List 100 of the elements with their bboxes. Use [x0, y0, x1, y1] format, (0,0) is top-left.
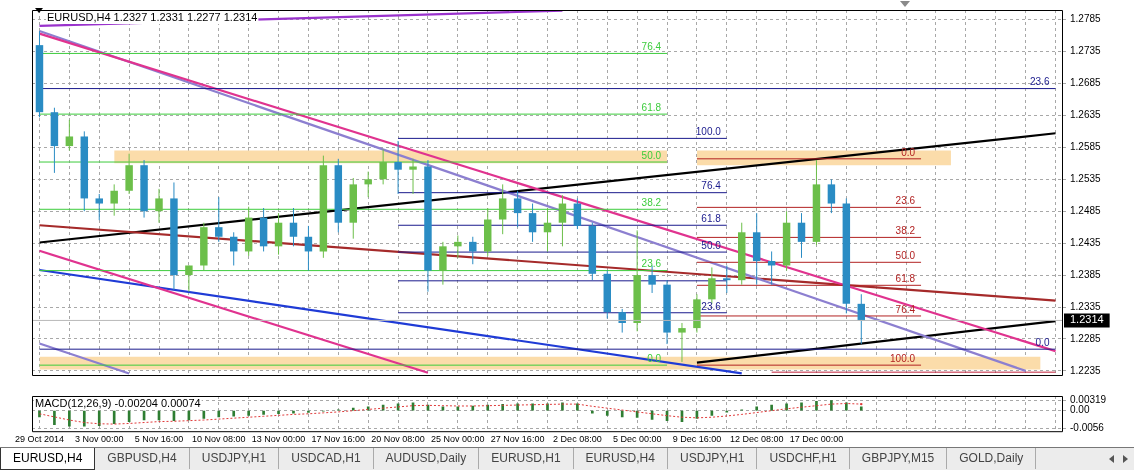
candlestick	[528, 203, 537, 243]
x-tick-label: 27 Nov 16:00	[490, 434, 545, 445]
bar	[82, 410, 86, 427]
series-label: 23.6	[701, 300, 722, 312]
series-label: 38.2	[895, 225, 916, 237]
text: USDJPY,H1	[667, 448, 758, 469]
x-tick-label: 29 Oct 2014	[14, 434, 64, 445]
y-tick-label: 1.2485	[1070, 204, 1102, 216]
candlestick	[573, 197, 582, 230]
candlestick	[274, 212, 283, 256]
y-tick-label: 0.00	[1070, 404, 1090, 416]
series-label: 50.0	[641, 149, 662, 161]
candlestick	[65, 119, 74, 152]
candlestick	[379, 148, 387, 185]
candlestick	[678, 322, 686, 363]
x-tick-label: 25 Nov 00:00	[431, 434, 485, 445]
y-tick-label: 1.2285	[1070, 332, 1102, 344]
candlestick	[155, 188, 163, 224]
x-tick-label: 5 Nov 16:00	[134, 434, 184, 445]
candlestick	[454, 234, 462, 259]
bar	[531, 403, 534, 411]
series-label: 76.4	[641, 41, 662, 53]
series-label: 0.0	[1035, 336, 1050, 348]
series-label: 61.8	[701, 213, 722, 225]
candlestick	[498, 183, 507, 235]
bar	[576, 403, 579, 411]
text: GBPUSD,H4	[95, 448, 190, 469]
y-tick-label: 1.2235	[1070, 364, 1102, 376]
candlestick	[558, 194, 567, 247]
candlestick	[827, 178, 836, 214]
bar	[217, 410, 221, 418]
series-label: 76.4	[701, 180, 722, 192]
text: EURUSD,H4	[573, 448, 668, 469]
bar	[112, 410, 116, 425]
series-label: 23.6	[641, 258, 662, 270]
text: GBPJPY,M15	[849, 448, 948, 469]
bar	[845, 402, 848, 411]
candlestick	[648, 265, 656, 294]
bar	[232, 410, 236, 417]
candlestick	[513, 190, 522, 228]
series-label: 61.8	[895, 273, 916, 285]
bar	[800, 402, 803, 411]
candlestick	[110, 183, 118, 217]
series-label: 0.0	[901, 146, 916, 158]
candlestick	[469, 236, 477, 265]
bar	[307, 410, 310, 413]
ref-line-label: 1.2314	[1070, 313, 1104, 326]
series-label: 100.0	[890, 352, 916, 364]
text: USDCHF,H1	[757, 448, 850, 469]
text: GOLD,Daily	[947, 448, 1037, 469]
bar	[830, 400, 833, 411]
candlestick	[797, 212, 806, 259]
text: USDCAD,H1	[279, 448, 374, 469]
x-tick-label: 10 Nov 08:00	[192, 434, 246, 445]
candlestick	[723, 265, 731, 294]
candlestick	[185, 265, 193, 293]
candlestick	[857, 293, 866, 345]
series-label: 76.4	[895, 303, 916, 315]
bar	[770, 404, 773, 411]
x-tick-label: 9 Dec 16:00	[672, 434, 722, 445]
x-tick-label: 2 Dec 08:00	[553, 434, 602, 445]
y-tick-label: -0.0056	[1070, 421, 1105, 433]
x-tick-label: 17 Dec 00:00	[789, 434, 844, 445]
bar	[815, 400, 818, 411]
y-tick-label: 1.2635	[1070, 109, 1102, 121]
x-tick-label: 3 Nov 00:00	[74, 434, 124, 445]
y-tick-label: 1.2785	[1070, 13, 1102, 25]
bar	[68, 410, 71, 427]
y-tick-label: 1.2385	[1070, 268, 1102, 280]
text: AUDUSD,Daily	[373, 448, 480, 469]
x-tick-label: 12 Dec 08:00	[729, 434, 784, 445]
chart-title: EURUSD,H4 1.2327 1.2331 1.2277 1.2314	[47, 10, 258, 23]
bar	[755, 406, 759, 411]
text: EURUSD,H1	[479, 448, 574, 469]
series-label: 50.0	[895, 250, 916, 262]
series-label: 23.6	[895, 195, 916, 207]
x-tick-label: 5 Dec 00:00	[612, 434, 662, 445]
y-tick-label: 1.2435	[1070, 236, 1102, 248]
y-tick-label: 1.2535	[1070, 173, 1102, 185]
candlestick	[364, 171, 372, 198]
bar	[247, 410, 250, 416]
bar	[53, 410, 56, 426]
y-tick-label: 1.2585	[1070, 141, 1102, 153]
candlestick	[95, 193, 103, 221]
series-label: 61.8	[641, 101, 662, 113]
x-tick-label: 20 Nov 08:00	[371, 434, 425, 445]
bar	[262, 410, 265, 415]
x-tick-label: 13 Nov 00:00	[251, 434, 306, 445]
candlestick	[394, 140, 402, 195]
bar	[277, 410, 280, 415]
bar	[620, 410, 624, 418]
series-label: 23.6	[1030, 76, 1050, 88]
candlestick	[409, 158, 417, 195]
y-tick-label: 0.00319	[1070, 394, 1107, 406]
series-label: 38.2	[641, 197, 662, 209]
y-tick-label: 1.2335	[1070, 300, 1102, 312]
y-tick-label: 1.2685	[1070, 77, 1102, 89]
bar	[546, 403, 549, 411]
y-tick-label: 1.2735	[1070, 45, 1102, 57]
series-label: 100.0	[695, 126, 722, 138]
